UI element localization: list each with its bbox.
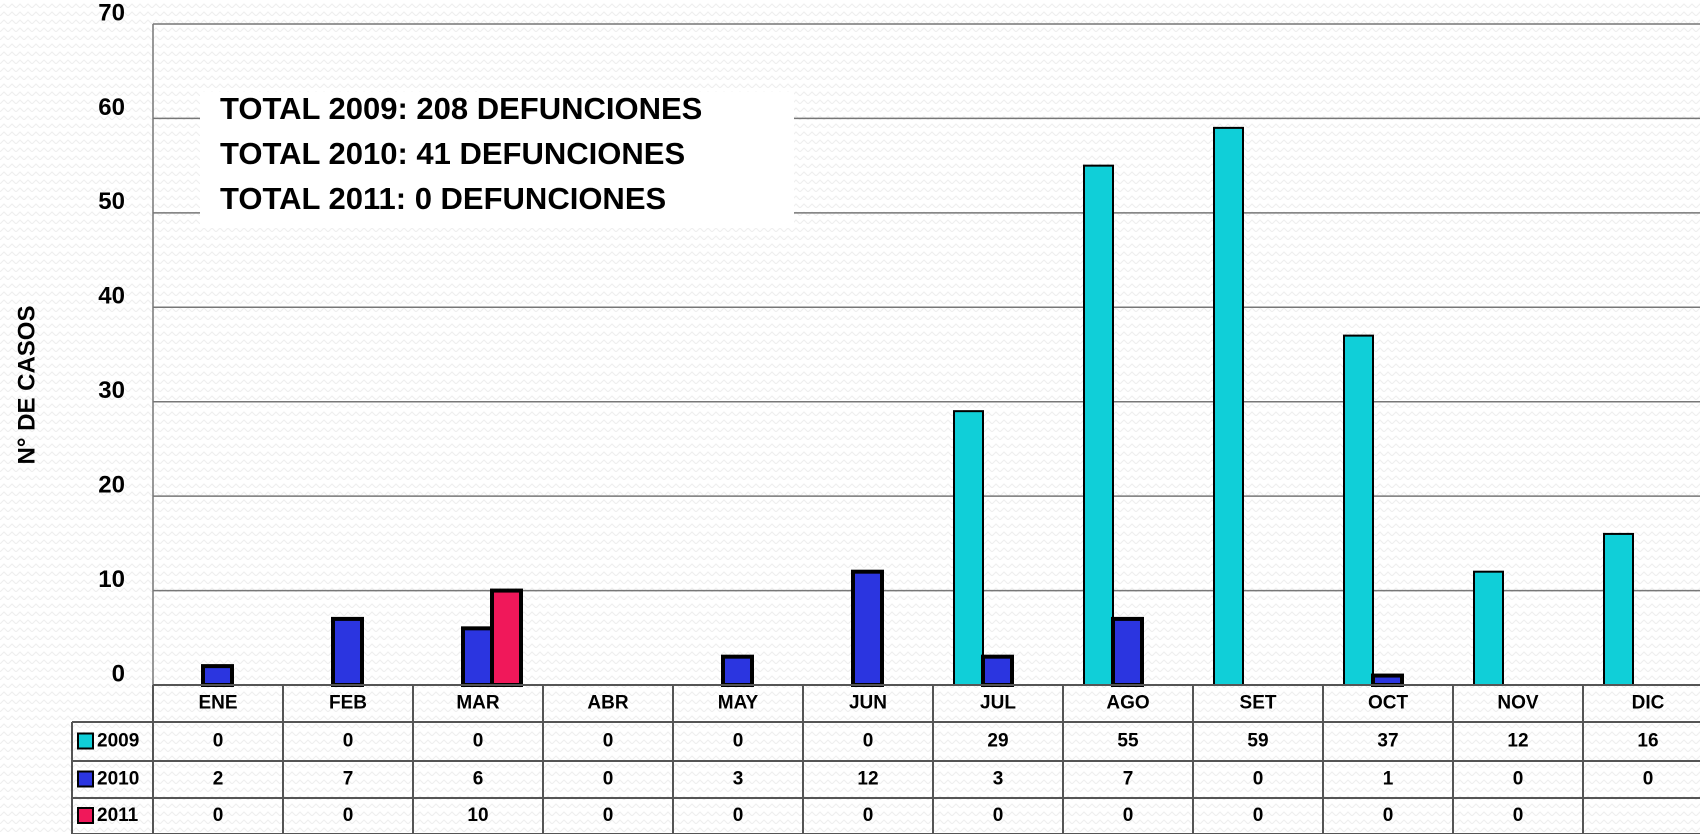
table-cell: 59	[1247, 731, 1268, 752]
x-tick-label: MAY	[718, 693, 759, 714]
bar	[490, 588, 523, 687]
x-tick-label: SET	[1240, 693, 1277, 714]
table-cell: 10	[467, 805, 488, 826]
x-tick-label: FEB	[329, 693, 367, 714]
bar	[981, 654, 1014, 688]
table-cell: 0	[1643, 769, 1654, 790]
bar	[201, 664, 234, 687]
y-tick-label: 30	[98, 377, 125, 404]
bar	[851, 569, 884, 688]
x-tick-label: JUN	[849, 693, 887, 714]
legend-swatch	[77, 807, 94, 824]
y-tick-label: 70	[98, 0, 125, 26]
bar	[1343, 334, 1374, 686]
table-cell: 2	[213, 769, 224, 790]
table-cell: 3	[993, 769, 1004, 790]
table-cell: 7	[1123, 769, 1134, 790]
annotation: TOTAL 2011: 0 DEFUNCIONES	[220, 181, 666, 216]
legend-label: 2009	[97, 731, 139, 752]
table-cell: 1	[1383, 769, 1394, 790]
y-tick-label: 10	[98, 566, 125, 593]
bar	[461, 626, 494, 687]
bar	[1371, 673, 1404, 687]
legend-label: 2011	[97, 805, 139, 826]
legend-swatch	[77, 770, 94, 788]
y-tick-label: 20	[98, 471, 125, 498]
y-tick-label: 0	[112, 660, 125, 687]
x-tick-label: ENE	[198, 693, 237, 714]
table-cell: 3	[733, 769, 744, 790]
bar	[331, 616, 364, 688]
table-cell: 0	[603, 731, 614, 752]
table-cell: 0	[473, 731, 484, 752]
annotation: TOTAL 2009: 208 DEFUNCIONES	[220, 91, 702, 126]
bar	[1473, 570, 1504, 687]
table-cell: 0	[343, 805, 354, 826]
legend-label: 2010	[97, 769, 139, 790]
table-cell: 37	[1377, 731, 1398, 752]
table-cell: 6	[473, 769, 484, 790]
bar	[721, 654, 754, 688]
bar	[1111, 616, 1144, 688]
table-cell: 7	[343, 769, 354, 790]
table-cell: 0	[343, 731, 354, 752]
table-cell: 0	[603, 805, 614, 826]
table-cell: 0	[1513, 805, 1524, 826]
x-tick-label: DIC	[1632, 693, 1665, 714]
x-tick-label: JUL	[980, 693, 1016, 714]
table-cell: 55	[1117, 731, 1139, 752]
table-cell: 0	[213, 805, 224, 826]
table-cell: 0	[603, 769, 614, 790]
table-cell: 29	[987, 731, 1008, 752]
table-cell: 0	[993, 805, 1004, 826]
y-tick-label: 60	[98, 94, 125, 121]
y-axis-label: N° DE CASOS	[13, 306, 40, 465]
table-cell: 0	[1253, 769, 1264, 790]
annotation-box	[200, 92, 794, 228]
annotation: TOTAL 2010: 41 DEFUNCIONES	[220, 136, 685, 171]
legend-swatch	[77, 732, 94, 750]
table-cell: 0	[863, 805, 874, 826]
table-cell: 12	[1507, 731, 1528, 752]
x-tick-label: OCT	[1368, 693, 1409, 714]
x-tick-label: NOV	[1497, 693, 1539, 714]
y-tick-label: 50	[98, 188, 125, 215]
table-cell: 0	[1123, 805, 1134, 826]
table-cell: 0	[1513, 769, 1524, 790]
y-tick-label: 40	[98, 283, 125, 310]
bar	[1213, 126, 1244, 687]
table-cell: 16	[1637, 731, 1658, 752]
x-tick-label: MAR	[456, 693, 500, 714]
table-cell: 0	[1383, 805, 1394, 826]
table-cell: 0	[1253, 805, 1264, 826]
bar	[953, 410, 984, 686]
x-tick-label: AGO	[1106, 693, 1149, 714]
x-tick-label: ABR	[587, 693, 628, 714]
table-cell: 0	[733, 805, 744, 826]
table-cell: 0	[733, 731, 744, 752]
bar	[1083, 164, 1114, 686]
table-cell: 0	[863, 731, 874, 752]
bar	[1603, 532, 1634, 687]
table-cell: 0	[213, 731, 224, 752]
table-cell: 12	[857, 769, 878, 790]
